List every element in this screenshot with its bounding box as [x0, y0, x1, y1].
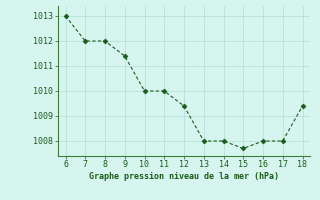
X-axis label: Graphe pression niveau de la mer (hPa): Graphe pression niveau de la mer (hPa): [89, 172, 279, 181]
